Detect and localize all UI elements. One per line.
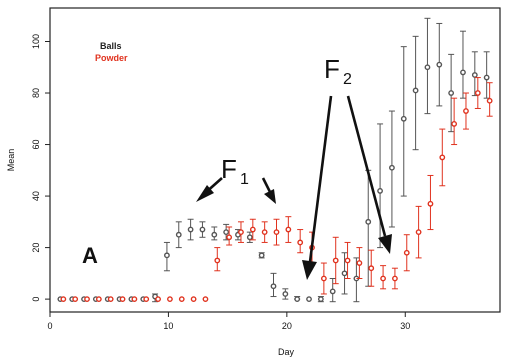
point-powder bbox=[356, 260, 363, 266]
x-tick-label: 20 bbox=[282, 321, 292, 331]
legend-entry-powder: Powder bbox=[95, 53, 128, 63]
point-balls bbox=[436, 61, 443, 68]
point-balls bbox=[246, 234, 253, 241]
point-powder bbox=[474, 90, 481, 96]
y-tick-label: 80 bbox=[31, 88, 41, 98]
point-balls bbox=[460, 69, 466, 76]
point-powder bbox=[131, 296, 138, 303]
point-balls bbox=[317, 296, 324, 303]
point-powder bbox=[344, 257, 351, 264]
point-balls bbox=[400, 115, 407, 122]
point-powder bbox=[320, 275, 327, 282]
point-balls bbox=[199, 226, 206, 233]
point-balls bbox=[282, 291, 289, 297]
point-powder bbox=[273, 229, 280, 236]
arrow-f1-right-head bbox=[264, 189, 276, 204]
point-powder bbox=[427, 200, 434, 207]
point-powder bbox=[155, 296, 161, 303]
point-balls bbox=[258, 252, 265, 259]
point-balls bbox=[175, 231, 182, 238]
point-powder bbox=[249, 226, 256, 233]
point-powder bbox=[178, 296, 185, 303]
point-powder bbox=[285, 226, 292, 233]
x-tick-label: 0 bbox=[47, 321, 52, 331]
y-axis-title: Mean bbox=[6, 149, 16, 172]
annotation-f2: F 2 bbox=[324, 54, 352, 88]
point-powder bbox=[486, 97, 493, 104]
legend: Balls Powder bbox=[95, 41, 128, 63]
point-powder bbox=[463, 108, 469, 114]
point-balls bbox=[483, 74, 490, 81]
point-balls bbox=[389, 164, 395, 171]
arrow-f2-right-head bbox=[378, 234, 392, 254]
point-powder bbox=[202, 296, 209, 303]
y-tick-label: 60 bbox=[31, 140, 41, 150]
y-tick-label: 40 bbox=[31, 191, 41, 201]
point-balls bbox=[164, 252, 170, 259]
point-powder bbox=[403, 249, 410, 256]
y-tick-label: 0 bbox=[31, 297, 41, 302]
panel-letter: A bbox=[82, 243, 98, 268]
arrows bbox=[196, 95, 392, 280]
point-powder bbox=[226, 234, 233, 241]
arrow-f2-right bbox=[346, 95, 387, 237]
point-balls bbox=[223, 229, 230, 236]
annotation-f1-letter: F bbox=[221, 154, 237, 184]
point-balls bbox=[341, 270, 348, 277]
series-powder bbox=[60, 77, 493, 303]
point-balls bbox=[448, 90, 455, 96]
point-powder bbox=[119, 296, 126, 303]
point-balls bbox=[424, 64, 431, 71]
point-powder bbox=[368, 265, 375, 272]
point-balls bbox=[270, 283, 277, 290]
y-tick-label: 100 bbox=[31, 34, 41, 49]
y-tick-label: 20 bbox=[31, 243, 41, 253]
annotation-f2-sub: 2 bbox=[343, 71, 352, 88]
point-powder bbox=[451, 121, 458, 127]
arrow-f1-left-head bbox=[196, 185, 214, 202]
arrow-f2-left bbox=[308, 95, 333, 263]
point-powder bbox=[415, 229, 422, 236]
point-powder bbox=[84, 296, 90, 303]
point-balls bbox=[211, 231, 218, 238]
point-powder bbox=[72, 296, 79, 303]
point-powder bbox=[332, 257, 339, 264]
point-balls bbox=[294, 296, 301, 303]
axes bbox=[49, 7, 501, 313]
point-powder bbox=[107, 296, 114, 303]
point-balls bbox=[329, 288, 336, 295]
annotation-f2-letter: F bbox=[324, 54, 340, 84]
series-group bbox=[57, 17, 493, 303]
point-balls bbox=[187, 226, 194, 233]
plot-frame bbox=[49, 7, 501, 313]
point-powder bbox=[95, 296, 102, 303]
point-balls bbox=[306, 296, 312, 303]
tick-group: 0 10 20 30 0 20 40 60 80 100 bbox=[31, 34, 410, 331]
annotation-f1: F 1 bbox=[221, 154, 249, 188]
point-powder bbox=[238, 229, 244, 236]
point-powder bbox=[297, 239, 304, 246]
point-powder bbox=[190, 296, 197, 303]
point-balls bbox=[377, 188, 383, 194]
point-powder bbox=[167, 296, 173, 303]
x-tick-label: 30 bbox=[400, 321, 410, 331]
annotation-f1-sub: 1 bbox=[240, 171, 249, 188]
point-powder bbox=[439, 154, 446, 161]
point-powder bbox=[143, 296, 150, 303]
point-balls bbox=[471, 72, 478, 78]
point-powder bbox=[261, 229, 268, 236]
point-balls bbox=[412, 87, 419, 94]
point-powder bbox=[60, 296, 67, 303]
point-powder bbox=[214, 257, 221, 264]
point-powder bbox=[392, 275, 398, 282]
point-balls bbox=[365, 218, 372, 225]
x-tick-label: 10 bbox=[163, 321, 173, 331]
x-axis-title: Day bbox=[278, 347, 295, 357]
legend-entry-balls: Balls bbox=[100, 41, 122, 51]
point-powder bbox=[380, 275, 386, 282]
arrow-f2-left-head bbox=[302, 260, 317, 280]
